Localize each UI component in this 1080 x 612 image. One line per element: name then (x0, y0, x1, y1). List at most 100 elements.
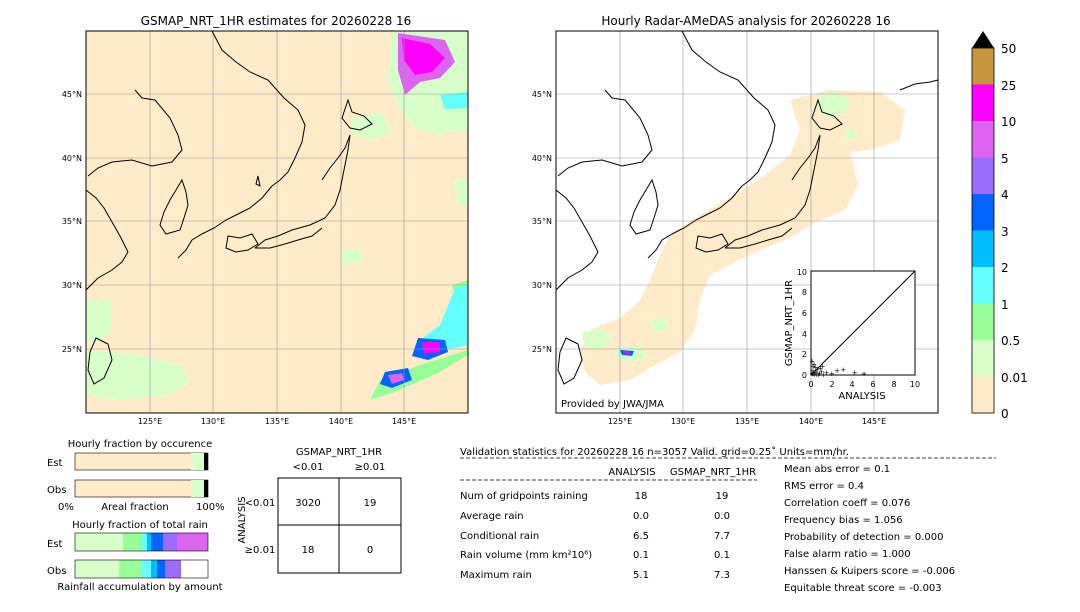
colorbar-segment (972, 121, 994, 158)
scatter-point: + (852, 369, 858, 377)
scatter-x-tick: 8 (891, 380, 896, 389)
colorbar-label: 0.01 (1001, 371, 1028, 385)
fraction-occurrence-title: Hourly fraction by occurence (68, 439, 212, 450)
contingency-row-header: <0.01 (245, 498, 276, 509)
left-lat-label: 30°N (62, 281, 82, 290)
scatter-point: + (809, 370, 815, 378)
colorbar-label: 25 (1001, 79, 1016, 93)
validation-col-gsmap: GSMAP_NRT_1HR (670, 467, 756, 478)
right-lat-label: 25°N (532, 345, 552, 354)
right-map-lat-labels: 45°N 40°N 35°N 30°N 25°N (532, 90, 552, 354)
scatter-point: + (815, 371, 821, 379)
scatter-point: + (829, 370, 835, 378)
validation-row-label: Num of gridpoints raining (460, 491, 588, 502)
left-lon-label: 125°E (138, 417, 162, 426)
validation-score: False alarm ratio = 1.000 (784, 549, 911, 560)
scatter-x-tick: 2 (829, 380, 834, 389)
colorbar-label: 1 (1001, 298, 1009, 312)
scatter-y-tick: 0 (802, 371, 807, 380)
right-lat-label: 35°N (532, 217, 552, 226)
right-map-frame (555, 30, 939, 414)
right-lon-label: 130°E (671, 417, 695, 426)
left-lon-label: 135°E (265, 417, 289, 426)
colorbar-segment (972, 230, 994, 268)
right-lon-label: 125°E (608, 417, 632, 426)
validation-row-analysis: 6.5 (633, 531, 649, 542)
occurrence-est-bar (74, 452, 209, 471)
right-lat-label: 40°N (532, 154, 552, 163)
contingency-title: GSMAP_NRT_1HR (296, 447, 382, 458)
colorbar-label: 10 (1001, 115, 1016, 129)
scatter-point: + (861, 370, 867, 378)
scatter-point: + (810, 367, 816, 375)
contingency-col-header: ≥0.01 (355, 462, 386, 473)
scatter-diagonal (810, 270, 916, 376)
validation-row-label: Conditional rain (460, 531, 539, 542)
scatter-point: + (817, 365, 823, 373)
left-map-frame (85, 30, 469, 414)
provider-credit: Provided by JWA/JMA (561, 399, 664, 410)
scatter-point: + (816, 370, 822, 378)
scatter-point: + (810, 370, 816, 378)
contingency-row-label: ANALYSIS (237, 496, 248, 543)
scatter-ylabel: GSMAP_NRT_1HR (784, 280, 795, 366)
scatter-inset: ++++++++++++++ + + + +++++++ 0 2 4 6 8 10 0 … (784, 268, 920, 402)
left-map-lon-labels: 125°E 130°E 135°E 140°E 145°E (138, 417, 416, 426)
scatter-y-ticks: 0 2 4 6 8 10 (797, 268, 807, 380)
fraction-total-title: Hourly fraction of total rain (72, 520, 208, 531)
scatter-point: + (811, 361, 817, 369)
occurrence-obs-rain (191, 480, 204, 497)
validation-score: Equitable threat score = -0.003 (784, 583, 942, 594)
left-map-grid (86, 31, 468, 413)
validation-row-analysis: 5.1 (633, 570, 649, 581)
validation-score: Correlation coeff = 0.076 (784, 498, 910, 509)
colorbar-segment (972, 303, 994, 341)
left-map-lat-labels: 45°N 40°N 35°N 30°N 25°N (62, 90, 82, 354)
validation-score: Mean abs error = 0.1 (784, 464, 890, 475)
right-map: Hourly Radar-AMeDAS analysis for 2026022… (532, 14, 939, 426)
colorbar-segment (972, 376, 994, 414)
validation-col-analysis: ANALYSIS (608, 467, 655, 478)
colorbar-segments (972, 48, 994, 414)
colorbar-label: 50 (1001, 42, 1016, 56)
right-lon-label: 140°E (799, 417, 823, 426)
colorbar-segment (972, 267, 994, 304)
left-lat-label: 40°N (62, 154, 82, 163)
right-lon-label: 135°E (735, 417, 759, 426)
colorbar-label: 3 (1001, 225, 1009, 239)
total-footer: Rainfall accumulation by amount (57, 582, 222, 593)
occurrence-axis-left: 0% (58, 502, 74, 513)
colorbar-label: 2 (1001, 261, 1009, 275)
scatter-point: + (821, 371, 827, 379)
left-map-title: GSMAP_NRT_1HR estimates for 20260228 16 (141, 14, 412, 28)
validation-row-gsmap: 19 (716, 491, 729, 502)
validation-score: Frequency bias = 1.056 (784, 515, 903, 526)
validation-header: Validation statistics for 20260228 16 n=… (460, 446, 849, 458)
left-map: GSMAP_NRT_1HR estimates for 20260228 16 (62, 14, 469, 426)
validation-row-label: Maximum rain (460, 570, 532, 581)
left-lon-label: 130°E (201, 417, 225, 426)
right-map-lon-labels: 125°E 130°E 135°E 140°E 145°E (608, 417, 886, 426)
contingency-cell: 0 (367, 545, 373, 556)
scatter-point: + (811, 371, 817, 379)
scatter-point: + (818, 368, 824, 376)
left-lon-label: 140°E (329, 417, 353, 426)
occurrence-est-rain (191, 453, 204, 470)
validation-row-gsmap: 7.3 (714, 570, 730, 581)
right-lat-label: 45°N (532, 90, 552, 99)
left-map-coastline (85, 30, 373, 385)
scatter-x-tick: 4 (849, 380, 854, 389)
scatter-point: + (824, 369, 830, 377)
colorbar-segment (972, 340, 994, 377)
scatter-x-tick: 0 (808, 380, 813, 389)
occurrence-row-est: Est (47, 458, 63, 469)
left-lat-label: 25°N (62, 345, 82, 354)
scatter-y-tick: 2 (802, 350, 807, 359)
scatter-point: + (814, 366, 820, 374)
colorbar-label: 5 (1001, 152, 1009, 166)
scatter-point: + (813, 371, 819, 379)
validation-score: Hanssen & Kuipers score = -0.006 (784, 566, 955, 577)
contingency-cell: 18 (302, 545, 315, 556)
scatter-point: + (813, 369, 819, 377)
